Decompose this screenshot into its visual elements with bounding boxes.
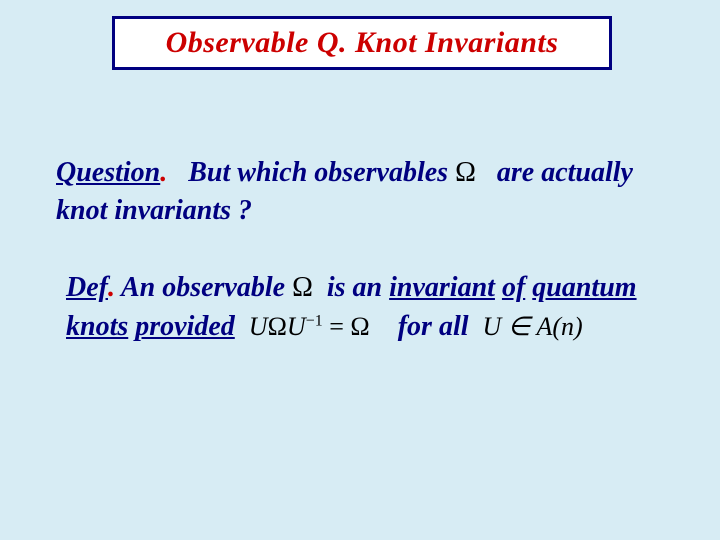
question-dot: . (160, 157, 167, 188)
def-invariant: invariant (389, 272, 495, 303)
membership: U ∈ A(n) (483, 312, 583, 341)
formula: UΩU−1 = Ω (249, 312, 370, 341)
slide-title: Observable Q. Knot Invariants (166, 26, 559, 60)
mem-paren-close: ) (574, 312, 583, 341)
formula-omega2: Ω (350, 312, 369, 341)
def-dot: . (108, 272, 115, 303)
question-paragraph: Question. But which observables Ω are ac… (56, 154, 676, 230)
def-label: Def (66, 272, 108, 303)
definition-paragraph: Def. An observable Ω is an invariant of … (66, 268, 676, 346)
mem-in: ∈ (508, 312, 531, 341)
def-all: all (439, 311, 469, 342)
formula-U: U (249, 312, 268, 341)
question-text-1: But which observables (188, 157, 448, 188)
def-text-1: An observable (121, 272, 285, 303)
formula-omega1: Ω (268, 312, 287, 341)
omega-symbol-1: Ω (455, 157, 476, 188)
formula-exp: −1 (306, 313, 323, 330)
def-for: for (398, 311, 432, 342)
formula-eq: = (329, 312, 344, 341)
def-text-2: is an (327, 272, 382, 303)
mem-n: n (561, 312, 574, 341)
mem-U: U (483, 312, 502, 341)
question-label: Question (56, 157, 160, 188)
def-knots: knots (66, 311, 128, 342)
formula-U2: U (287, 312, 306, 341)
mem-A: A (536, 312, 552, 341)
mem-paren-open: ( (552, 312, 561, 341)
def-provided: provided (135, 311, 235, 342)
omega-symbol-2: Ω (292, 272, 313, 303)
title-box: Observable Q. Knot Invariants (112, 16, 612, 70)
def-quantum: quantum (532, 272, 636, 303)
def-of: of (502, 272, 525, 303)
